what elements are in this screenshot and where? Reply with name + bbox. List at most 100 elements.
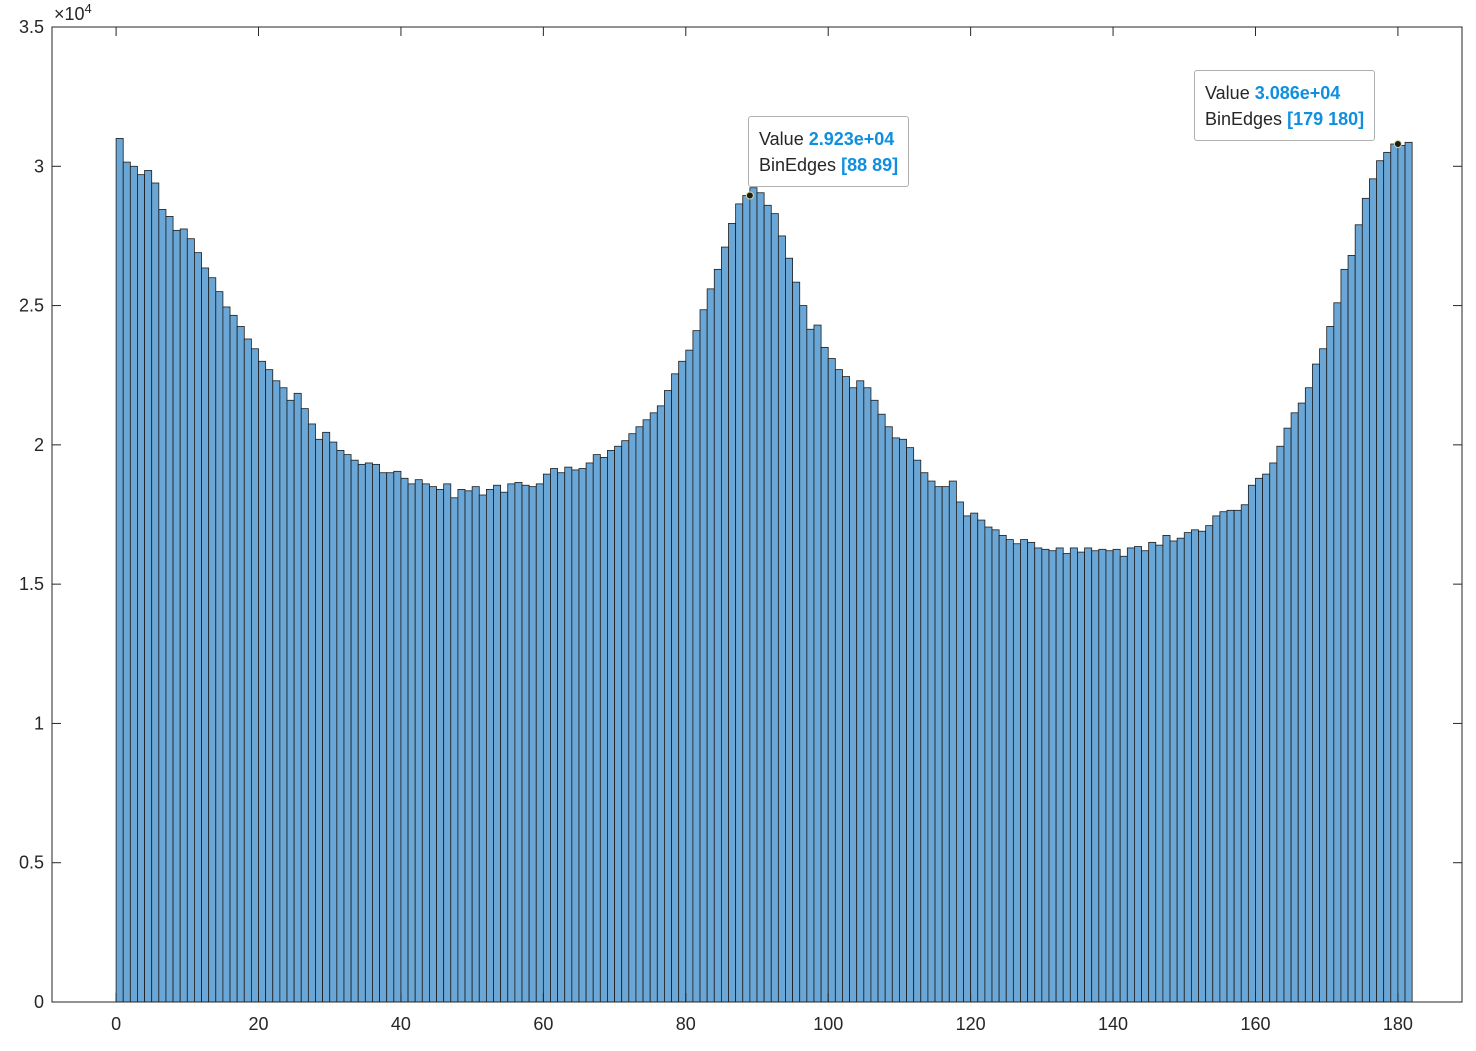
y-exponent-label: ×104 [54,1,92,24]
histogram-bar [236,326,245,1003]
datatip-edges-row: BinEdges [179 180] [1205,106,1364,132]
histogram-bar [1212,515,1221,1003]
histogram-bar [429,486,437,1003]
x-tick-label: 80 [676,1014,696,1034]
histogram-bar [678,360,687,1003]
histogram-bar [1276,445,1285,1003]
histogram-bar [514,482,523,1003]
histogram-bar [1397,144,1406,1003]
histogram-bar [329,441,338,1003]
histogram-bar [927,480,936,1003]
histogram-bar [756,192,765,1003]
histogram-bar [528,486,537,1003]
x-tick-label: 140 [1098,1014,1128,1034]
histogram-bar [1255,477,1264,1003]
histogram-bar [955,501,964,1003]
histogram-bar [1162,534,1171,1003]
histogram-bar [813,324,822,1003]
histogram-bar [172,229,181,1003]
histogram-bar [286,399,295,1003]
datatip-value-row: Value 3.086e+04 [1205,80,1364,106]
histogram-bar [201,267,210,1003]
histogram-bar [941,486,950,1003]
datatip-edges-label: BinEdges [1205,109,1283,129]
histogram-bar [542,473,551,1003]
histogram-bar [129,165,138,1003]
histogram-bar [322,431,331,1003]
histogram-bar [485,489,494,1003]
histogram-bar [1176,537,1185,1003]
histogram-bar [934,486,943,1003]
histogram-bar [970,512,979,1003]
histogram-bar [571,469,580,1003]
histogram-bar [1027,541,1036,1003]
histogram-bar [229,314,238,1003]
x-tick-label: 100 [813,1014,843,1034]
histogram-bar [279,387,288,1003]
histogram-bar [1148,541,1157,1003]
histogram-bar [664,390,672,1003]
histogram-bar [713,268,722,1003]
histogram-bar [1390,143,1399,1003]
histogram-bar [222,306,231,1003]
histogram-bar [194,252,202,1003]
histogram-bar [735,203,744,1003]
histogram-bar [742,195,751,1003]
datatip-bin-179[interactable]: Value 3.086e+04 BinEdges [179 180] [1194,70,1376,141]
histogram-bar [834,369,843,1003]
histogram-bar [1383,151,1392,1003]
histogram-bar [799,305,808,1003]
histogram-bar [1304,387,1313,1003]
histogram-bar [592,454,601,1003]
histogram-bar [208,277,217,1003]
histogram-bar [891,437,900,1003]
datatip-bin-88[interactable]: Value 2.923e+04 BinEdges [88 89] [748,116,910,187]
histogram-bar [500,491,509,1003]
datatip-edges-row: BinEdges [88 89] [759,152,898,178]
datatip-markers-group [745,140,1402,200]
histogram-bar [1062,553,1071,1003]
y-exponent-power: 4 [85,1,92,16]
histogram-bar [692,330,701,1003]
histogram-bar [635,426,644,1003]
histogram-bar [165,216,174,1003]
histogram-bar [849,387,858,1003]
histogram-bar [1219,511,1228,1003]
datatip-marker[interactable] [1393,140,1402,148]
histogram-bar [792,281,801,1003]
ticks-group [52,26,1462,1003]
histogram-bar [393,470,402,1003]
histogram-bar [315,438,324,1003]
histogram-bar [671,373,680,1003]
datatip-value: 2.923e+04 [808,129,895,149]
histogram-bar [998,534,1007,1003]
histogram-bar [122,161,131,1003]
histogram-bar [293,392,302,1003]
histogram-bar [820,346,829,1003]
histogram-bar [899,438,907,1003]
histogram-bar [421,483,430,1003]
histogram-bar [920,472,929,1003]
histogram-bar [493,484,502,1003]
histogram-bar [1240,504,1249,1003]
histogram-bar [336,450,345,1003]
histogram-bar [827,358,836,1003]
tick-labels-group: 0 20 40 60 80 100 120 140 160 180 0 0.5 1 1.5 2 2.5 3 3.5 [19,17,1413,1034]
y-tick-label: 0.5 [19,853,44,873]
histogram-bar [1269,462,1278,1003]
histogram-bar [115,138,124,1003]
histogram-bar [1098,548,1107,1003]
histogram-bar [265,369,274,1003]
x-tick-label: 20 [248,1014,268,1034]
histogram-bar [250,348,259,1003]
histogram-bar [400,477,409,1003]
datatip-value-label: Value [1205,83,1250,103]
datatip-marker[interactable] [745,191,754,200]
histogram-bar [1041,548,1050,1003]
histogram-bar [621,440,630,1003]
histogram-bar [770,213,779,1003]
histogram-bar [806,328,815,1003]
histogram-bar [535,483,544,1003]
histogram-bar [1105,550,1114,1003]
histogram-bar [706,288,715,1003]
